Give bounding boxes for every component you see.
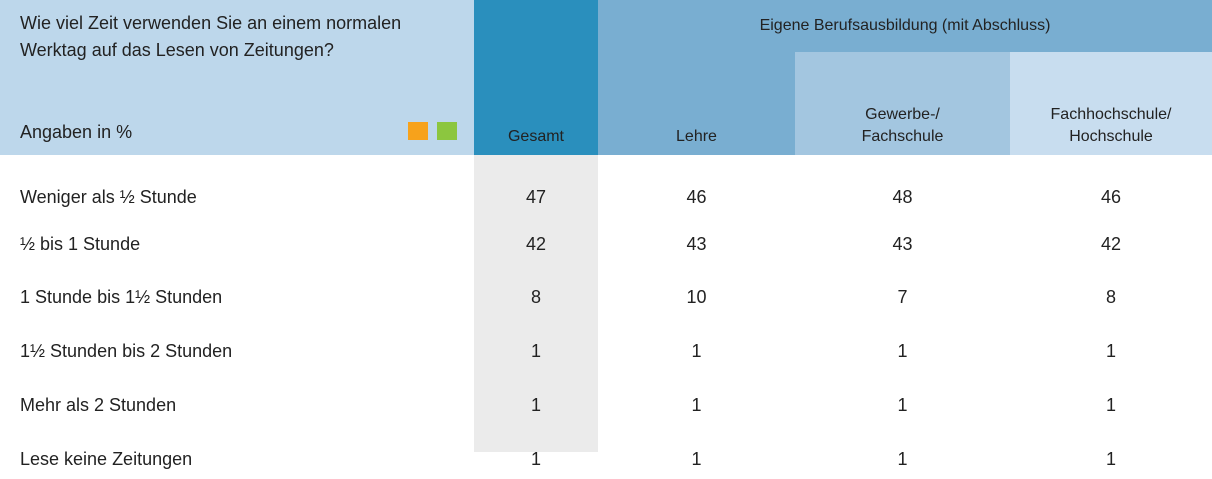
column-header: Lehre: [598, 52, 795, 155]
row-label: 1½ Stunden bis 2 Stunden: [20, 341, 233, 361]
column-header-line: Gewerbe-/: [865, 106, 940, 123]
cell-value: 46: [1100, 187, 1122, 207]
cell-value: 48: [892, 187, 913, 207]
green-square: [437, 122, 457, 140]
column-header-line: Fachhochschule/: [1050, 106, 1172, 123]
cell-value: 1: [691, 395, 702, 415]
cell-value: 1: [530, 341, 541, 361]
cell-value: 1: [691, 341, 702, 361]
column-header-line: Hochschule: [1069, 128, 1153, 145]
cell-value: 46: [686, 187, 707, 207]
cell-value: 1: [530, 449, 541, 469]
cell-value: 43: [892, 234, 913, 254]
cell-value: 1: [1105, 341, 1116, 361]
cell-value: 47: [525, 187, 547, 207]
cell-value: 1: [897, 449, 908, 469]
column-header-line: Lehre: [676, 128, 717, 145]
row-label: 1 Stunde bis 1½ Stunden: [20, 287, 223, 307]
cell-value: 8: [530, 287, 541, 307]
row-label: ½ bis 1 Stunde: [20, 234, 141, 254]
row-label: Lese keine Zeitungen: [20, 449, 193, 469]
group-header: Eigene Berufsausbildung (mit Abschluss): [598, 0, 1212, 52]
column-header-line: Fachschule: [861, 128, 944, 145]
cell-value: 43: [686, 234, 707, 254]
cell-value: 10: [686, 287, 707, 307]
cell-value: 8: [1105, 287, 1116, 307]
cell-value: 7: [897, 287, 908, 307]
cell-value: 42: [525, 234, 547, 254]
column-header: Gewerbe-/ Fachschule: [795, 52, 1010, 155]
column-header: Fachhochschule/Hochschule: [1010, 52, 1212, 155]
column-header: Gesamt: [474, 0, 598, 155]
cell-value: 1: [691, 449, 702, 469]
cell-value: 1: [1105, 395, 1116, 415]
cell-value: 1: [897, 395, 908, 415]
unit-label: Angaben in %: [20, 122, 133, 142]
cell-value: 1: [897, 341, 908, 361]
question: Wie viel Zeit verwenden Sie an einem nor…: [20, 13, 402, 60]
cell-value: 1: [530, 395, 541, 415]
row-label: Weniger als ½ Stunde: [20, 187, 197, 207]
question-box: [0, 0, 474, 155]
orange-square: [408, 122, 428, 140]
cell-value: 42: [1100, 234, 1122, 254]
cell-value: 1: [1105, 449, 1116, 469]
column-header-line: Gesamt: [507, 128, 564, 145]
gesamt-column-shade: [474, 155, 598, 452]
row-label: Mehr als 2 Stunden: [20, 395, 177, 415]
